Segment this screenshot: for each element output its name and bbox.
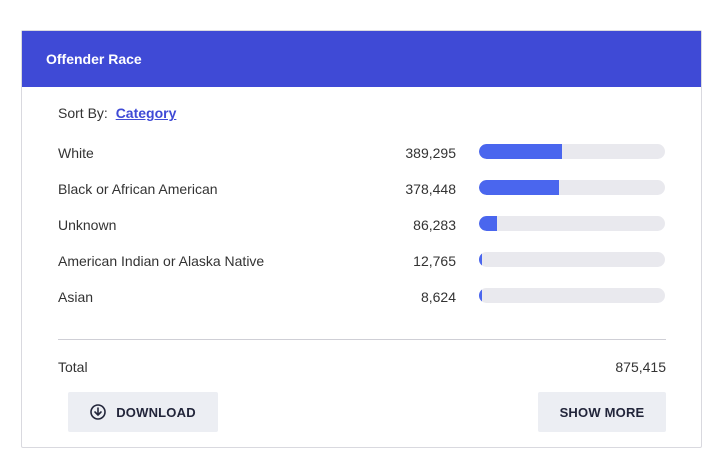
race-list: White 389,295 Black or African American … xyxy=(58,143,666,323)
progress-bar-fill xyxy=(479,180,560,195)
row-value: 8,624 xyxy=(420,289,456,305)
list-item: Unknown 86,283 xyxy=(58,215,666,251)
list-item: White 389,295 xyxy=(58,143,666,179)
progress-bar-fill xyxy=(479,252,482,267)
show-more-label: SHOW MORE xyxy=(559,404,645,420)
row-label: Unknown xyxy=(58,217,117,233)
list-item: Black or African American 378,448 xyxy=(58,179,666,215)
row-label: American Indian or Alaska Native xyxy=(58,253,265,269)
download-label: DOWNLOAD xyxy=(116,404,196,420)
offender-race-card: Offender Race Sort By: Category White 38… xyxy=(21,30,702,448)
progress-bar-track xyxy=(479,252,665,267)
download-circle-icon xyxy=(90,404,107,420)
divider xyxy=(58,339,666,340)
progress-bar-fill xyxy=(479,288,482,303)
row-label: White xyxy=(58,145,94,161)
sort-category-link[interactable]: Category xyxy=(115,105,177,121)
row-value: 378,448 xyxy=(405,181,456,197)
sort-row: Sort By: Category xyxy=(58,105,176,121)
list-item: Asian 8,624 xyxy=(58,287,666,323)
progress-bar-fill xyxy=(479,216,498,231)
row-label: Black or African American xyxy=(58,181,218,197)
total-value: 875,415 xyxy=(615,359,666,375)
card-title: Offender Race xyxy=(46,51,142,67)
card-header: Offender Race xyxy=(22,31,701,87)
total-row: Total 875,415 xyxy=(58,359,666,375)
sort-label: Sort By: xyxy=(58,105,108,121)
progress-bar-track xyxy=(479,180,665,195)
show-more-button[interactable]: SHOW MORE xyxy=(538,392,666,432)
progress-bar-track xyxy=(479,216,665,231)
total-label: Total xyxy=(58,359,88,375)
list-item: American Indian or Alaska Native 12,765 xyxy=(58,251,666,287)
progress-bar-fill xyxy=(479,144,562,159)
row-value: 389,295 xyxy=(405,145,456,161)
progress-bar-track xyxy=(479,144,665,159)
progress-bar-track xyxy=(479,288,665,303)
row-value: 12,765 xyxy=(413,253,456,269)
row-value: 86,283 xyxy=(413,217,456,233)
download-button[interactable]: DOWNLOAD xyxy=(68,392,218,432)
row-label: Asian xyxy=(58,289,94,305)
